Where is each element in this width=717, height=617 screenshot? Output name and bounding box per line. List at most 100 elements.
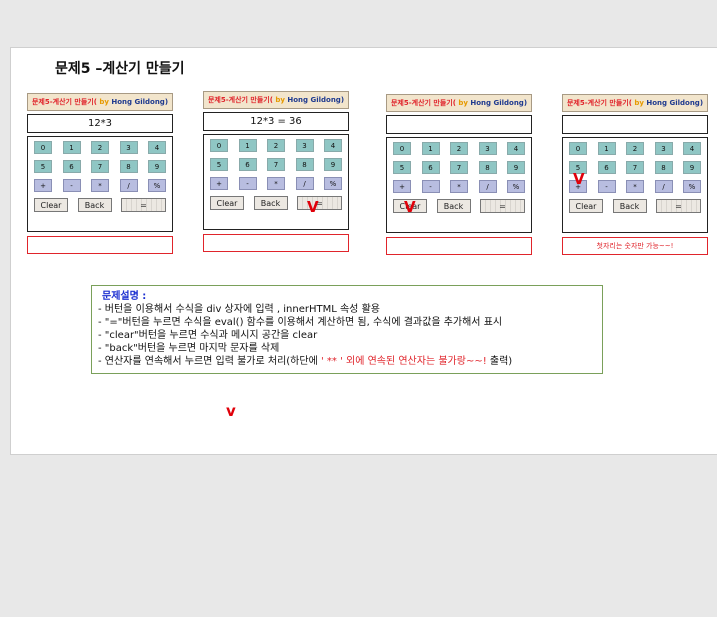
description-line: - "clear"버턴을 누르면 수식과 메시지 공간을 clear (98, 330, 318, 341)
digit-key[interactable]: 6 (62, 160, 81, 173)
digit-key[interactable]: 7 (450, 161, 468, 174)
digit-key[interactable]: 3 (295, 139, 314, 152)
operator-key[interactable]: / (654, 180, 673, 193)
calculator-display: 12*3 (27, 114, 173, 133)
digit-key[interactable]: 9 (148, 160, 166, 173)
clear-button[interactable]: Clear (210, 196, 244, 210)
operator-key[interactable]: - (421, 180, 440, 193)
calculator-title: 문제5-계산기 만들기( by Hong Gildong) (203, 91, 349, 109)
v-mark: V (573, 170, 585, 188)
slide: 문제5 –계산기 만들기 문제5-계산기 만들기( by Hong Gildon… (10, 47, 717, 455)
digit-key[interactable]: 1 (62, 141, 81, 154)
digit-key[interactable]: 3 (478, 142, 497, 155)
digit-key[interactable]: 0 (393, 142, 411, 155)
equals-button[interactable]: = (297, 196, 342, 210)
digit-key[interactable]: 2 (91, 141, 109, 154)
v-mark: V (307, 198, 319, 216)
operator-key[interactable]: * (450, 180, 468, 193)
operator-key[interactable]: + (569, 180, 587, 193)
digit-key[interactable]: 4 (148, 141, 166, 154)
operator-key[interactable]: * (267, 177, 285, 190)
key-row-3: + - * /% (393, 180, 525, 193)
digit-key[interactable]: 6 (238, 158, 257, 171)
digit-key[interactable]: 5 (569, 161, 587, 174)
operator-key[interactable]: * (626, 180, 644, 193)
digit-key[interactable]: 9 (507, 161, 525, 174)
back-button[interactable]: Back (253, 196, 288, 210)
calculator-title-main: 문제5-계산기 만들기( (31, 98, 97, 106)
operator-key[interactable]: % (148, 179, 166, 192)
calculator-display: 12*3 = 36 (203, 112, 349, 131)
digit-key[interactable]: 1 (597, 142, 616, 155)
digit-key[interactable]: 0 (569, 142, 587, 155)
calculator-title-author: Hong Gildong) (643, 99, 704, 107)
digit-key[interactable]: 2 (267, 139, 285, 152)
digit-key[interactable]: 9 (324, 158, 342, 171)
message-box (386, 237, 532, 255)
operator-key[interactable]: % (507, 180, 525, 193)
digit-key[interactable]: 2 (450, 142, 468, 155)
equals-button[interactable]: = (480, 199, 525, 213)
operator-key[interactable]: - (597, 180, 616, 193)
calculator-display (386, 115, 532, 134)
key-row-3: + - * /% (210, 177, 342, 190)
operator-key[interactable]: + (34, 179, 52, 192)
digit-key[interactable]: 1 (421, 142, 440, 155)
clear-button[interactable]: Clear (393, 199, 427, 213)
digit-key[interactable]: 3 (654, 142, 673, 155)
digit-key[interactable]: 4 (683, 142, 701, 155)
digit-key[interactable]: 8 (295, 158, 314, 171)
operator-key[interactable]: / (478, 180, 497, 193)
calculator-title-by: by (455, 99, 468, 107)
digit-key[interactable]: 8 (478, 161, 497, 174)
operator-key[interactable]: - (62, 179, 81, 192)
equals-button[interactable]: = (121, 198, 166, 212)
description-line: - 연산자를 연속해서 누르면 입력 불가로 처리(하단에 ' ** ' 외에 … (98, 355, 596, 368)
digit-key[interactable]: 5 (210, 158, 228, 171)
digit-key[interactable]: 2 (626, 142, 644, 155)
back-button[interactable]: Back (77, 198, 112, 212)
digit-key[interactable]: 0 (34, 141, 52, 154)
operator-key[interactable]: * (91, 179, 109, 192)
digit-key[interactable]: 7 (91, 160, 109, 173)
control-row: Clear Back = (210, 196, 342, 210)
description-line: - 버턴을 이용해서 수식을 div 상자에 입력 , innerHTML 속성… (98, 304, 380, 315)
operator-key[interactable]: / (119, 179, 138, 192)
back-button[interactable]: Back (612, 199, 647, 213)
digit-key[interactable]: 0 (210, 139, 228, 152)
clear-button[interactable]: Clear (34, 198, 68, 212)
digit-key[interactable]: 7 (267, 158, 285, 171)
operator-key[interactable]: - (238, 177, 257, 190)
digit-key[interactable]: 7 (626, 161, 644, 174)
operator-key[interactable]: % (324, 177, 342, 190)
digit-key[interactable]: 8 (654, 161, 673, 174)
digit-key[interactable]: 8 (119, 160, 138, 173)
digit-key[interactable]: 3 (119, 141, 138, 154)
digit-key[interactable]: 6 (421, 161, 440, 174)
equals-button[interactable]: = (656, 199, 701, 213)
digit-key[interactable]: 4 (507, 142, 525, 155)
control-row: Clear Back = (34, 198, 166, 212)
operator-key[interactable]: + (393, 180, 411, 193)
operator-key[interactable]: / (295, 177, 314, 190)
digit-key[interactable]: 5 (34, 160, 52, 173)
calculator-title-author: Hong Gildong) (108, 98, 169, 106)
digit-key[interactable]: 5 (393, 161, 411, 174)
operator-key[interactable]: + (210, 177, 228, 190)
digit-key[interactable]: 9 (683, 161, 701, 174)
digit-key[interactable]: 4 (324, 139, 342, 152)
calculator-title-by: by (272, 96, 285, 104)
digit-key[interactable]: 1 (238, 139, 257, 152)
back-button[interactable]: Back (436, 199, 471, 213)
digit-key[interactable]: 6 (597, 161, 616, 174)
clear-button[interactable]: Clear (569, 199, 603, 213)
operator-key[interactable]: % (683, 180, 701, 193)
